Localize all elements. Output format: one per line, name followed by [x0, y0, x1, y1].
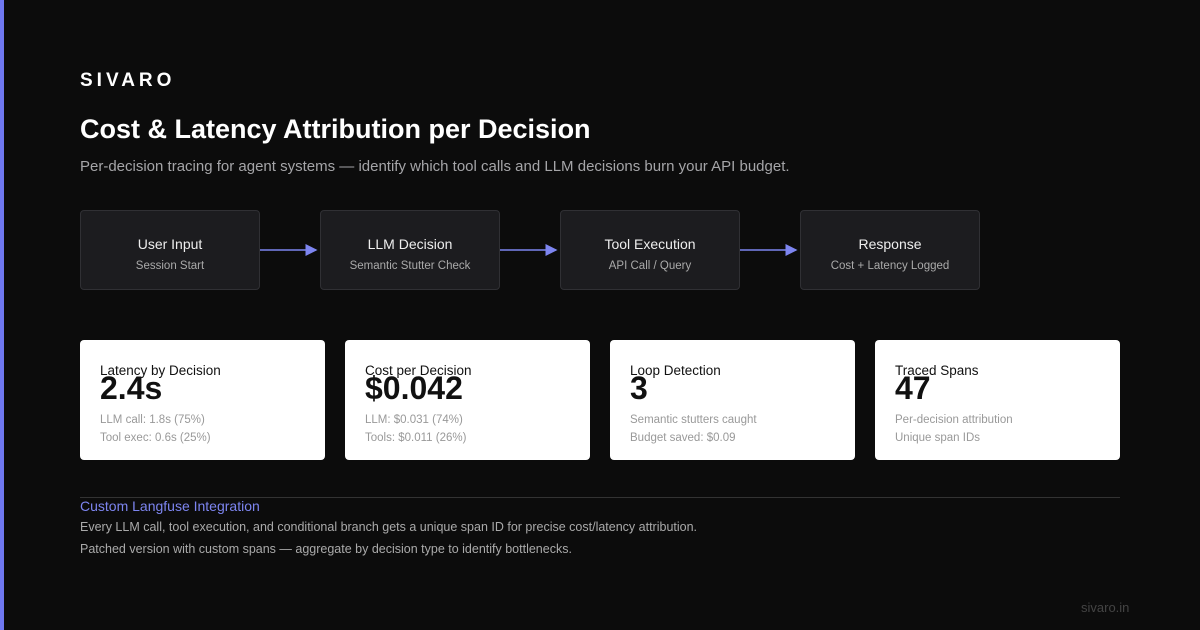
title: Cost & Latency Attribution per Decision: [80, 114, 591, 144]
subtitle: Per-decision tracing for agent systems —…: [80, 158, 790, 175]
metric-label: Cost per Decision: [365, 363, 472, 378]
metric-detail: Unique span IDs: [895, 432, 981, 444]
flow-node: User Input Session Start: [80, 210, 260, 290]
metric-value: 3: [630, 370, 648, 406]
flow-node: Response Cost + Latency Logged: [800, 210, 980, 290]
metric-detail: Budget saved: $0.09: [630, 432, 736, 444]
node-sub: Session Start: [135, 260, 205, 272]
flow-node: LLM Decision Semantic Stutter Check: [320, 210, 500, 290]
metric-label: Traced Spans: [895, 363, 979, 378]
metric-label: Latency by Decision: [100, 363, 221, 378]
metric-label: Loop Detection: [630, 363, 721, 378]
node-label: User Input: [137, 236, 203, 252]
node-sub: Semantic Stutter Check: [349, 260, 471, 272]
metric-detail: Tools: $0.011 (26%): [365, 432, 467, 444]
accent-bar: [0, 0, 4, 630]
node-label: Response: [858, 236, 922, 252]
footer-line: Patched version with custom spans — aggr…: [80, 542, 572, 556]
divider: [80, 497, 1120, 498]
metric-detail: Tool exec: 0.6s (25%): [100, 432, 211, 444]
metric-detail: LLM: $0.031 (74%): [365, 414, 463, 426]
flow-node: Tool Execution API Call / Query: [560, 210, 740, 290]
metric-detail: Per-decision attribution: [895, 414, 1013, 426]
node-label: Tool Execution: [604, 236, 696, 252]
footer-line: Every LLM call, tool execution, and cond…: [80, 520, 698, 534]
footer-heading: Custom Langfuse Integration: [80, 498, 260, 514]
metric-detail: LLM call: 1.8s (75%): [100, 414, 205, 426]
metric-card: 2.4s Latency by Decision LLM call: 1.8s (7…: [80, 340, 325, 460]
node-label: LLM Decision: [367, 236, 453, 252]
brand: SIVARO: [80, 70, 176, 91]
metric-detail: Semantic stutters caught: [630, 414, 757, 426]
metric-card: 47 Traced Spans Per-decision attribution Un…: [875, 340, 1120, 460]
metric-card: $0.042 Cost per Decision LLM: $0.031 (74%)…: [345, 340, 590, 460]
metric-value: 2.4s: [100, 370, 163, 406]
metric-card: 3 Loop Detection Semantic stutters caught B…: [610, 340, 855, 460]
node-sub: API Call / Query: [608, 260, 692, 272]
node-sub: Cost + Latency Logged: [830, 260, 950, 272]
url: sivaro.in: [1081, 600, 1130, 615]
metric-value: 47: [895, 370, 931, 406]
metric-value: $0.042: [365, 370, 463, 406]
